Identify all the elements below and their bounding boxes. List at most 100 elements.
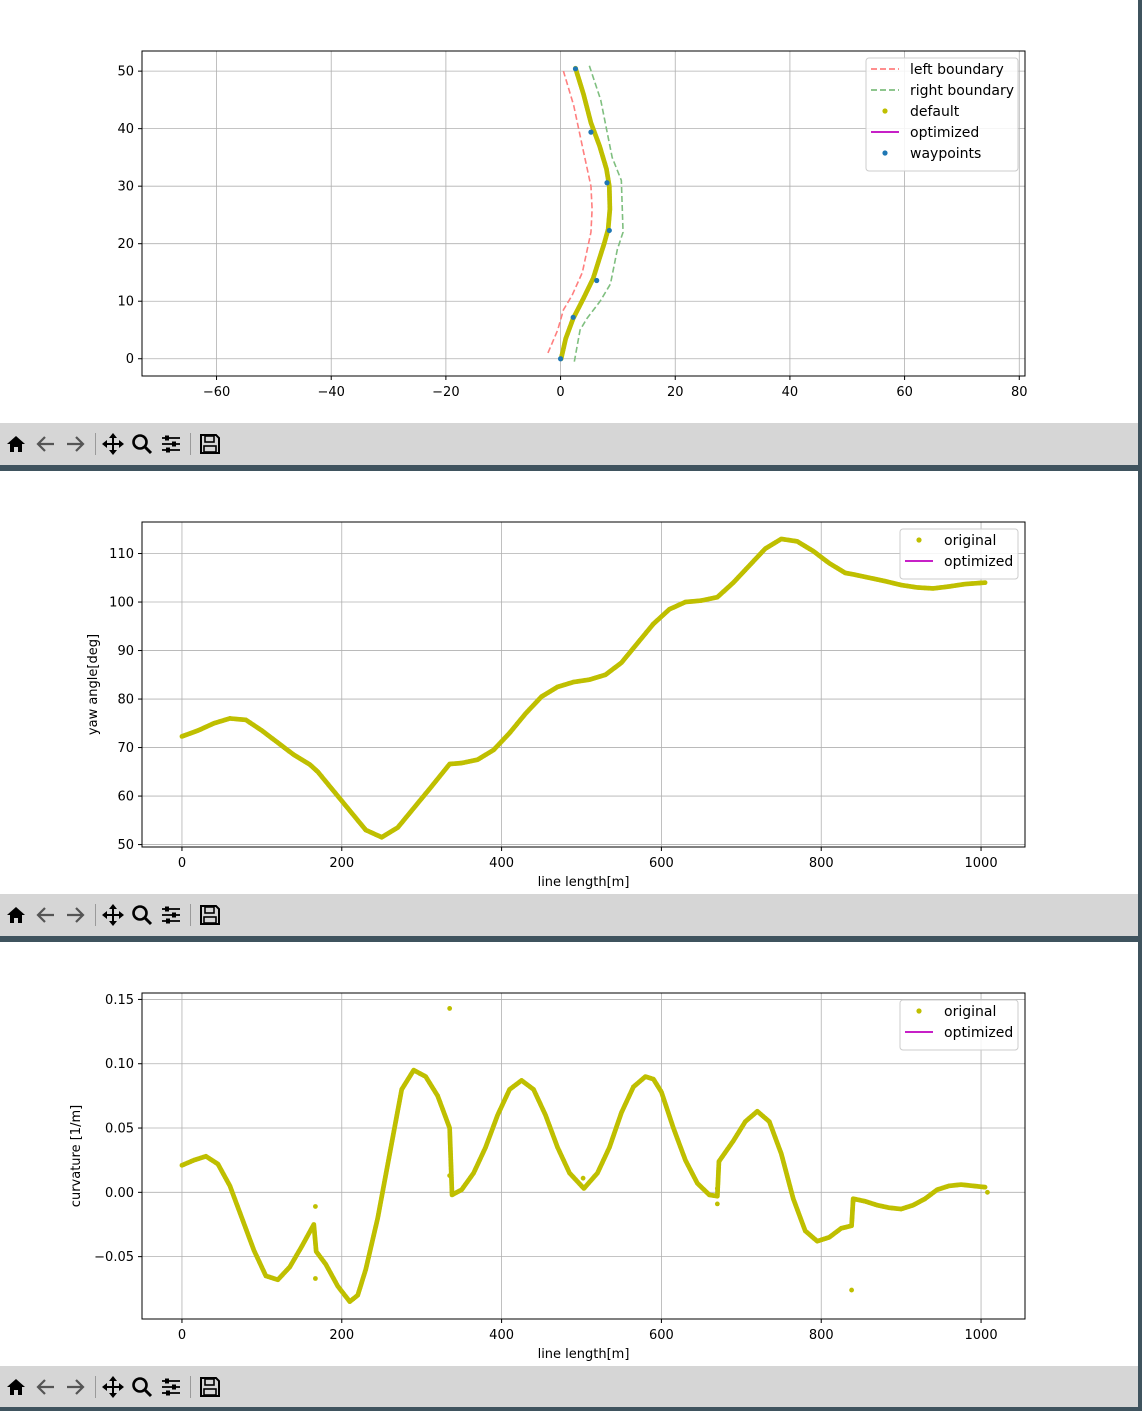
chart2-legend-label-optimized: optimized — [944, 554, 1013, 570]
pan-icon — [101, 432, 125, 456]
figure-window-3: 0 200 400 600 800 1000 −0.05 0.00 0.05 0.10 0.15 li… — [0, 942, 1138, 1408]
chart1-legend-label-waypoints: waypoints — [910, 146, 981, 162]
chart1-legend-label-optimized: optimized — [910, 125, 979, 141]
chart2-xtick-label: 600 — [649, 856, 674, 871]
toolbar-separator — [190, 904, 191, 926]
chart2-legend-box — [899, 528, 1019, 580]
chart1-series-left-boundary — [547, 70, 593, 354]
toolbar-separator — [95, 904, 96, 926]
chart3-xtick-label: 1000 — [965, 1328, 998, 1343]
chart3-series-original_outliers-point — [447, 1006, 453, 1011]
chart1-xtick-label: 80 — [1011, 385, 1028, 400]
pan-button[interactable] — [99, 430, 127, 458]
chart1-xtick-label: −40 — [317, 385, 344, 400]
chart1-legend-marker-waypoints — [882, 150, 888, 156]
configure-subplots-icon — [160, 1376, 182, 1398]
save-button[interactable] — [196, 430, 224, 458]
chart3-series-original_outliers-point — [447, 1173, 453, 1179]
configure-subplots-icon — [160, 433, 182, 455]
configure-subplots-icon — [160, 904, 182, 926]
chart1-series-waypoints-point — [604, 180, 610, 186]
back-button[interactable] — [32, 1373, 60, 1401]
chart1-ytick-label: 50 — [117, 65, 134, 80]
zoom-button[interactable] — [128, 1373, 156, 1401]
chart1-xtick-label: 0 — [556, 385, 564, 400]
chart1-axes-frame — [141, 50, 1026, 377]
back-icon — [36, 434, 56, 454]
back-icon — [36, 1377, 56, 1397]
chart2-legend: original optimized — [899, 528, 1019, 580]
chart3-legend-label-optimized: optimized — [944, 1025, 1013, 1041]
chart2-ytick-label: 90 — [117, 644, 134, 659]
chart2-xlabel: line length[m] — [538, 875, 630, 890]
chart1-series-waypoints-point — [570, 314, 576, 320]
forward-button[interactable] — [61, 1373, 89, 1401]
window-separator — [0, 465, 1142, 471]
window-border — [1138, 0, 1142, 1411]
chart3-axes-frame — [141, 992, 1026, 1320]
forward-icon — [65, 905, 85, 925]
chart1-series-right-boundary — [573, 65, 624, 362]
chart2-grid — [142, 522, 1025, 847]
back-icon — [36, 905, 56, 925]
chart3-ytick-label: 0.05 — [105, 1122, 134, 1137]
save-button[interactable] — [196, 1373, 224, 1401]
pan-icon — [101, 1375, 125, 1399]
forward-icon — [65, 1377, 85, 1397]
chart1-legend-label-default: default — [910, 104, 960, 120]
forward-button[interactable] — [61, 901, 89, 929]
chart3-xtick-label: 400 — [489, 1328, 514, 1343]
chart3-series-original-point — [982, 1184, 988, 1190]
chart3-series-original_outliers-point — [850, 1198, 856, 1204]
plot-curvature: 0 200 400 600 800 1000 −0.05 0.00 0.05 0.10 0.15 li… — [69, 992, 1026, 1362]
chart3-xtick-label: 600 — [649, 1328, 674, 1343]
save-button[interactable] — [196, 901, 224, 929]
chart3-legend: original optimized — [899, 999, 1019, 1051]
zoom-icon — [131, 1376, 153, 1398]
zoom-button[interactable] — [128, 430, 156, 458]
configure-subplots-button[interactable] — [157, 430, 185, 458]
back-button[interactable] — [32, 430, 60, 458]
chart3-series-original_outliers-point — [849, 1287, 854, 1293]
chart3-series-original_outliers-point — [313, 1276, 318, 1281]
chart1-legend-box — [865, 57, 1019, 172]
pan-button[interactable] — [99, 901, 127, 929]
chart2-series-original-point — [982, 580, 988, 586]
chart3-series-original_outliers-point — [580, 1175, 586, 1181]
zoom-button[interactable] — [128, 901, 156, 929]
chart3-xlabel: line length[m] — [538, 1347, 630, 1362]
chart1-series-waypoints-point — [606, 227, 612, 234]
home-icon — [6, 1377, 26, 1397]
home-icon — [6, 905, 26, 925]
chart1-legend-marker-default — [882, 108, 888, 114]
forward-button[interactable] — [61, 430, 89, 458]
chart3-xtick-label: 0 — [178, 1328, 186, 1343]
toolbar-2 — [0, 894, 1138, 936]
chart1-series-waypoints-point — [557, 356, 564, 362]
home-button[interactable] — [2, 901, 30, 929]
chart2-legend-label-original: original — [944, 533, 996, 549]
chart1-series-waypoints-point — [572, 66, 579, 72]
chart1-xtick-label: 40 — [782, 385, 799, 400]
figure-window-1: −60 −40 −20 0 20 40 60 80 0 10 20 30 40 50 left bounda… — [0, 0, 1138, 466]
chart1-xtick-label: −20 — [432, 385, 459, 400]
back-button[interactable] — [32, 901, 60, 929]
chart2-legend-marker-original — [916, 537, 922, 543]
home-button[interactable] — [2, 430, 30, 458]
configure-subplots-button[interactable] — [157, 901, 185, 929]
pan-button[interactable] — [99, 1373, 127, 1401]
chart3-grid — [142, 993, 1025, 1319]
toolbar-separator — [95, 1376, 96, 1398]
chart3-xtick-label: 200 — [329, 1328, 354, 1343]
save-icon — [199, 1376, 221, 1398]
save-icon — [199, 433, 221, 455]
chart1-series-waypoints-point — [594, 277, 600, 284]
chart3-series-original_outliers-point — [714, 1201, 720, 1207]
toolbar-3 — [0, 1366, 1138, 1408]
chart1-xtick-label: 60 — [896, 385, 913, 400]
chart3-series-original_outliers-point — [313, 1204, 318, 1209]
home-button[interactable] — [2, 1373, 30, 1401]
chart3-xtick-label: 800 — [809, 1328, 834, 1343]
configure-subplots-button[interactable] — [157, 1373, 185, 1401]
chart3-series-original_outliers-point — [985, 1189, 990, 1195]
